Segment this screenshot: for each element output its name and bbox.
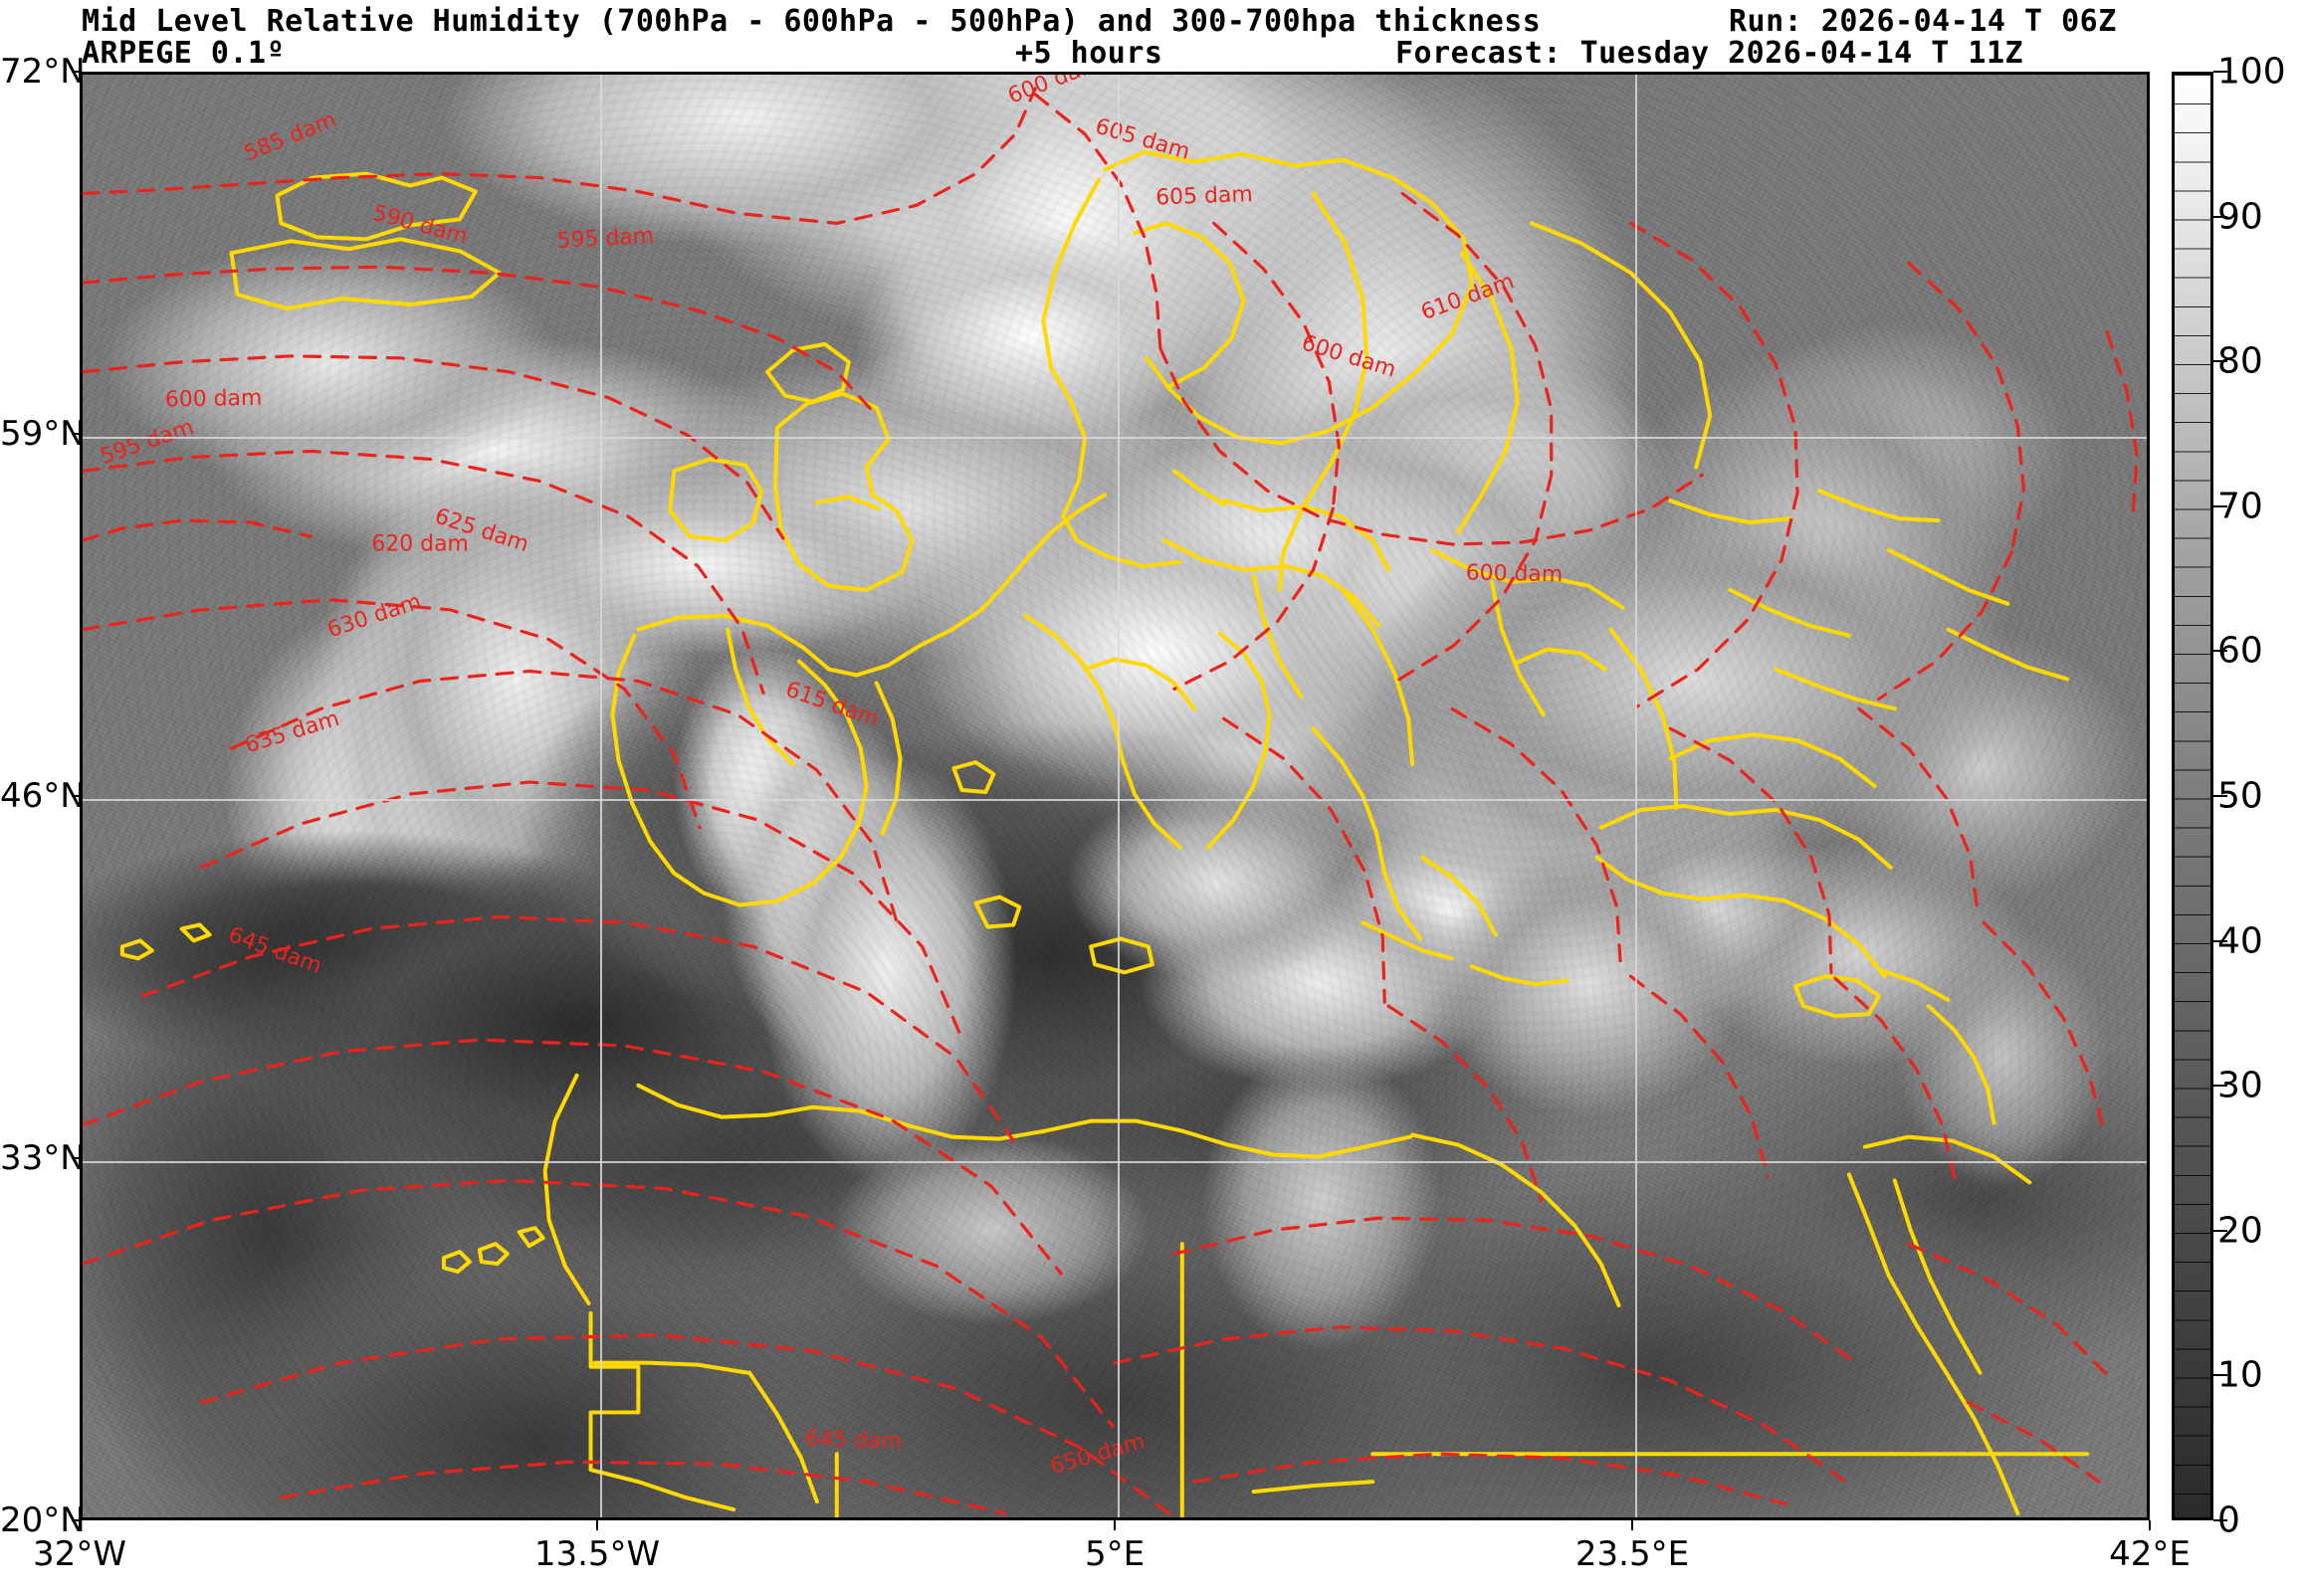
page-title: Mid Level Relative Humidity (700hPa - 60… [82,4,1542,39]
gridline-latitude [83,799,2147,801]
colorbar-tick-mark [2213,1519,2227,1521]
gridline-longitude [1118,75,1120,1517]
contour-label: 610 dam [1418,269,1518,325]
contour-label: 615 dam [782,678,882,732]
contour-label: 605 dam [1093,114,1193,165]
contour-label: 605 dam [1155,182,1253,210]
x-axis-tick-mark [1114,1520,1116,1530]
gridline-latitude [83,1161,2147,1163]
map-canvas: 585 dam 590 dam 595 dam 600 dam 605 dam 605 d… [83,75,2147,1517]
contour-label: 630 dam [324,589,424,643]
y-axis-tick-label: 20°N [0,1500,86,1540]
y-axis-tick-label: 33°N [0,1138,86,1178]
contour-label: 635 dam [242,706,342,758]
y-axis-tick-label: 46°N [0,776,86,816]
y-axis-tick-mark [72,71,82,73]
colorbar-tick-mark [2213,1374,2227,1377]
x-axis-tick-label: 32°W [33,1534,126,1574]
x-axis-tick-label: 5°E [1084,1534,1146,1574]
colorbar-tick-mark [2213,71,2227,73]
forecast-step-label: +5 hours [1015,36,1163,71]
y-axis-tick-mark [72,433,82,435]
contour-label: 600 dam [1004,75,1104,109]
gridline-latitude [83,437,2147,439]
contour-label: 650 dam [1048,1429,1149,1480]
colorbar-level-lines [2175,75,2210,1517]
contour-label: 585 dam [241,107,340,167]
colorbar-tick-mark [2213,504,2227,507]
colorbar-tick-mark [2213,215,2227,218]
field-contour-texture [83,75,2147,1517]
x-axis-tick-label: 42°E [2109,1534,2191,1574]
x-axis-tick-mark [2149,1520,2151,1530]
y-axis-tick-mark [72,1519,82,1521]
y-axis-tick-mark [72,1157,82,1159]
x-axis-tick-mark [596,1520,598,1530]
x-axis-tick-label: 13.5°W [533,1534,661,1574]
contour-label: 645 dam [805,1427,903,1455]
x-axis-tick-label: 23.5°E [1574,1534,1690,1574]
colorbar-tick-mark [2213,1085,2227,1088]
contour-label: 620 dam [371,532,469,557]
colorbar-tick-label: 0 [2217,1499,2240,1541]
contour-label: 645 dam [225,922,324,979]
x-axis-tick-mark [1631,1520,1633,1530]
model-run-label: Run: 2026-04-14 T 06Z [1729,4,2117,39]
model-name-label: ARPEGE 0.1º [82,36,286,71]
contour-label: 600 dam [1465,561,1563,588]
contour-label: 600 dam [1299,330,1399,382]
colorbar-tick-mark [2213,1229,2227,1232]
contour-label: 595 dam [98,415,197,470]
coastline-overlay [119,149,2090,1517]
x-axis-tick-mark [79,1520,81,1530]
forecast-valid-label: Forecast: Tuesday 2026-04-14 T 11Z [1395,36,2024,71]
colorbar-tick-mark [2213,939,2227,942]
y-axis-tick-label: 59°N [0,414,86,454]
colorbar-tick-mark [2213,360,2227,363]
colorbar-tick-label: 100 [2217,51,2286,93]
y-axis-tick-label: 72°N [0,52,86,92]
colorbar-tick-mark [2213,650,2227,653]
contour-label: 590 dam [370,201,471,250]
colorbar-tick-mark [2213,795,2227,797]
thickness-contour-overlay [83,87,2139,1517]
y-axis-tick-mark [72,795,82,797]
humidity-colorbar[interactable] [2172,72,2213,1520]
moist-band-layer-2 [83,75,2147,1517]
contour-label: 595 dam [556,224,655,254]
map-plot-area[interactable]: 585 dam 590 dam 595 dam 600 dam 605 dam 605 d… [80,72,2150,1520]
contour-label: 600 dam [165,386,263,413]
gridline-longitude [1635,75,1637,1517]
gridline-longitude [600,75,602,1517]
field-texture-overlay [83,75,2147,1517]
